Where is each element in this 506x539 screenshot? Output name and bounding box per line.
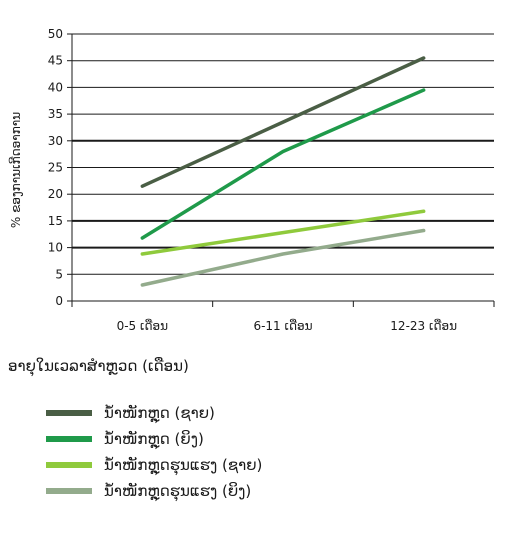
x-tick-label: 0-5 ເດືອນ [117,318,169,333]
y-tick-labels: 0 5 10 15 20 25 30 35 40 45 50 [48,27,63,308]
axes [71,34,495,307]
y-tick-label: 45 [48,54,63,68]
legend-label: ນ້ຳໜັກຫຼຸດຮຸນແຮງ (ຍິງ) [104,482,252,500]
chart-svg: 0 5 10 15 20 25 30 35 40 45 50 0-5 ເດືອນ 6-11 ເດືອນ… [8,27,495,333]
y-tick-label: 15 [48,214,63,228]
legend-swatch [46,462,92,468]
x-tick-label: 6-11 ເດືອນ [253,318,312,333]
y-tick-label: 5 [55,267,63,281]
legend-item: ນ້ຳໜັກຫຼຸດຮຸນແຮງ (ຊາຍ) [46,452,262,478]
legend-label: ນ້ຳໜັກຫຼຸດ (ຍິງ) [104,430,204,448]
legend-swatch [46,488,92,494]
series-line [140,209,426,256]
legend-swatch [46,436,92,442]
y-tick-label: 10 [48,241,63,255]
legend-item: ນ້ຳໜັກຫຼຸດ (ຍິງ) [46,426,262,452]
series-lines [140,56,426,287]
legend-item: ນ້ຳໜັກຫຼຸດ (ຊາຍ) [46,400,262,426]
y-tick-label: 0 [55,294,63,308]
legend-label: ນ້ຳໜັກຫຼຸດຮຸນແຮງ (ຊາຍ) [104,456,263,474]
x-axis-label: ອາຍຸໃນເວລາສຳຫຼວດ (ເດືອນ) [8,357,189,375]
gridlines [67,33,494,302]
legend-swatch [46,410,92,416]
y-tick-label: 40 [48,80,63,94]
legend-item: ນ້ຳໜັກຫຼຸດຮຸນແຮງ (ຍິງ) [46,478,262,504]
y-tick-label: 35 [48,107,63,121]
y-tick-label: 50 [48,27,63,41]
series-line [140,56,426,188]
y-tick-label: 25 [48,161,63,175]
legend-label: ນ້ຳໜັກຫຼຸດ (ຊາຍ) [104,404,215,422]
series-line [140,88,426,240]
y-tick-label: 20 [48,187,63,201]
x-tick-labels: 0-5 ເດືອນ 6-11 ເດືອນ 12-23 ເດືອນ [117,318,458,333]
x-tick-label: 12-23 ເດືອນ [390,318,457,333]
y-axis-label: % ຂອງການເກີດອາການ [8,112,23,228]
legend: ນ້ຳໜັກຫຼຸດ (ຊາຍ) ນ້ຳໜັກຫຼຸດ (ຍິງ) ນ້ຳໜັກຫຼ… [46,400,262,504]
series-line [140,228,426,287]
y-tick-label: 30 [48,134,63,148]
